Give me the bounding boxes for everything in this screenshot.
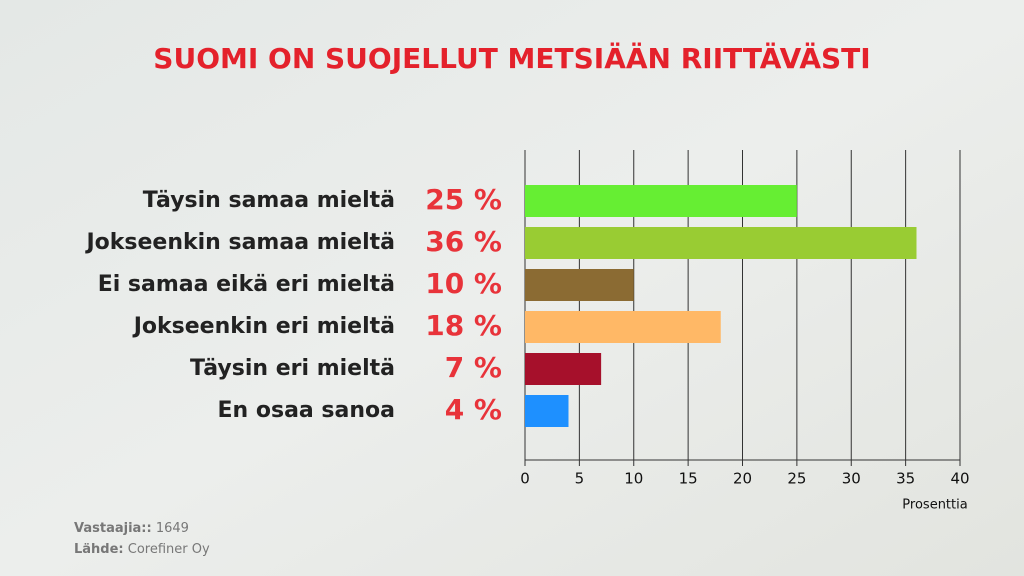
footer: Vastaajia:: 1649 xyxy=(74,521,189,536)
category-label: Täysin samaa mieltä xyxy=(143,188,395,213)
footer-label: Lähde: xyxy=(74,542,124,557)
bar xyxy=(525,395,569,427)
x-tick-label: 15 xyxy=(679,470,698,488)
category-label: En osaa sanoa xyxy=(218,398,395,423)
value-label: 36 % xyxy=(425,225,502,258)
x-tick-label: 40 xyxy=(950,470,969,488)
bar xyxy=(525,311,721,343)
category-label: Jokseenkin samaa mieltä xyxy=(84,230,395,255)
footer: Lähde: Corefiner Oy xyxy=(74,542,210,557)
chart-title: SUOMI ON SUOJELLUT METSIÄÄN RIITTÄVÄSTI xyxy=(153,41,870,75)
value-label: 18 % xyxy=(425,309,502,342)
x-tick-label: 35 xyxy=(896,470,915,488)
footer-label: Vastaajia:: xyxy=(74,521,152,536)
footer-value: Corefiner Oy xyxy=(128,542,210,557)
x-tick-label: 25 xyxy=(787,470,806,488)
x-tick-label: 5 xyxy=(575,470,585,488)
value-label: 25 % xyxy=(425,183,502,216)
value-label: 10 % xyxy=(425,267,502,300)
bar xyxy=(525,269,634,301)
x-tick-label: 30 xyxy=(842,470,861,488)
category-label: Täysin eri mieltä xyxy=(190,356,395,381)
bar xyxy=(525,353,602,385)
category-label: Jokseenkin eri mieltä xyxy=(132,314,395,339)
value-label: 4 % xyxy=(445,393,502,426)
bar xyxy=(525,227,917,259)
footer-value: 1649 xyxy=(156,521,189,536)
bar xyxy=(525,185,797,217)
x-axis-label: Prosenttia xyxy=(902,498,967,513)
x-tick-label: 10 xyxy=(624,470,643,488)
value-label: 7 % xyxy=(445,351,502,384)
x-tick-label: 20 xyxy=(733,470,752,488)
category-label: Ei samaa eikä eri mieltä xyxy=(98,272,395,297)
x-tick-label: 0 xyxy=(520,470,530,488)
